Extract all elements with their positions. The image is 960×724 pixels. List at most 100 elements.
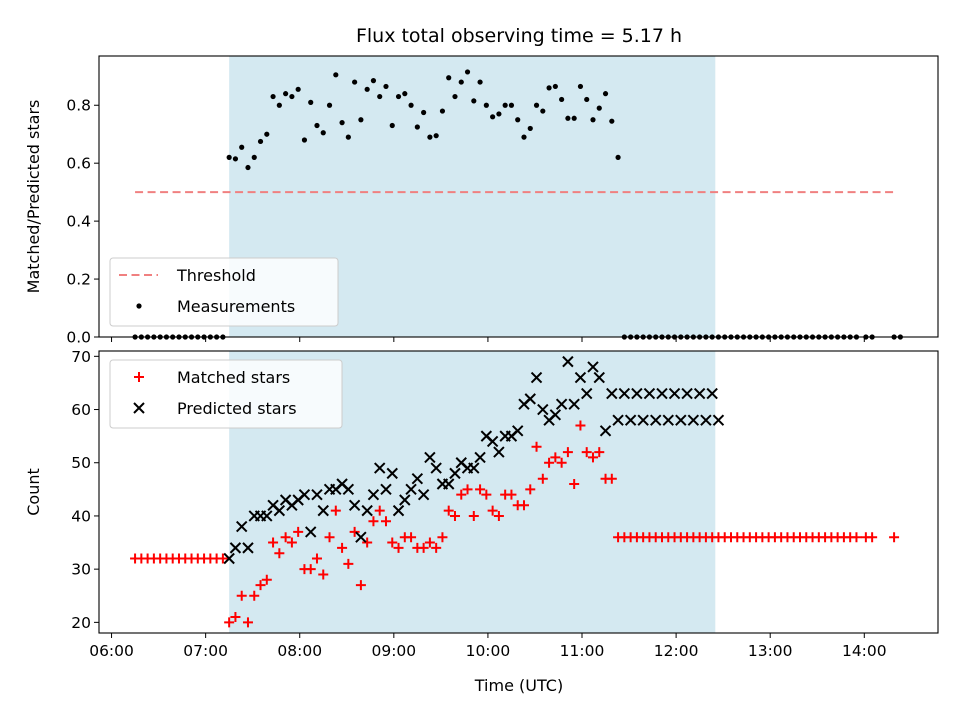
x-tick-label: 08:00 xyxy=(277,642,322,660)
measurements-point xyxy=(264,131,270,137)
predicted-stars-point xyxy=(424,451,436,464)
predicted-stars-point xyxy=(392,504,405,517)
matched-stars-point xyxy=(544,457,555,468)
predicted-stars-point xyxy=(348,499,361,512)
matched-stars-point xyxy=(424,537,435,548)
ratio-frame xyxy=(98,55,939,338)
predicted-stars-point xyxy=(417,488,430,501)
measurements-point xyxy=(427,134,433,140)
count-frame xyxy=(98,350,939,634)
predicted-stars-point xyxy=(668,387,681,400)
predicted-stars-legend-label: Predicted stars xyxy=(177,399,297,418)
measurements-point xyxy=(446,75,452,81)
x-tick-label: 14:00 xyxy=(842,642,887,660)
matched-stars-point xyxy=(506,489,517,500)
predicted-stars-point xyxy=(399,494,411,506)
measurements-point xyxy=(533,102,540,108)
matched-stars-point xyxy=(305,564,316,575)
count-y-tick-label: 20 xyxy=(71,614,91,632)
matched-stars-point xyxy=(531,441,542,452)
count-y-axis-label: Count xyxy=(24,468,43,516)
x-tick-label: 09:00 xyxy=(371,642,416,660)
measurements-point xyxy=(377,93,383,100)
measurements-point xyxy=(276,102,282,108)
matched-stars-point xyxy=(537,473,548,484)
measurements-point xyxy=(283,91,289,97)
matched-stars-point xyxy=(343,558,354,569)
matched-stars-point xyxy=(274,548,285,559)
predicted-stars-point xyxy=(650,414,662,426)
measurements-point xyxy=(571,115,577,121)
matched-stars-point xyxy=(355,580,366,591)
measurements-point xyxy=(577,83,584,90)
predicted-stars-point xyxy=(342,483,355,496)
matched-stars-point xyxy=(393,542,404,553)
matched-stars-point xyxy=(224,617,235,628)
predicted-stars-point xyxy=(549,409,562,421)
measurements-point xyxy=(289,93,295,100)
matched-stars-point xyxy=(286,537,297,548)
matched-stars-point xyxy=(431,542,442,553)
matched-stars-point xyxy=(456,489,467,500)
predicted-stars-point xyxy=(468,462,480,474)
measurements-point xyxy=(245,164,251,171)
measurements-point xyxy=(326,102,333,108)
measurements-point xyxy=(590,117,596,123)
predicted-stars-point xyxy=(355,531,367,543)
matched-stars-legend-swatch xyxy=(134,372,144,382)
matched-stars-point xyxy=(449,510,460,521)
measurements-point xyxy=(358,117,364,123)
predicted-stars-point xyxy=(223,552,235,565)
x-tick-label: 11:00 xyxy=(560,642,605,660)
measurements-point xyxy=(408,102,414,108)
predicted-stars-point xyxy=(599,425,612,437)
predicted-stars-point xyxy=(568,398,580,410)
predicted-stars-point xyxy=(581,387,593,400)
matched-stars-point xyxy=(889,532,900,543)
predicted-stars-point xyxy=(305,526,317,538)
measurements-point xyxy=(508,102,515,108)
measurements-point xyxy=(483,102,489,108)
matched-stars-point xyxy=(556,457,567,468)
predicted-stars-point xyxy=(681,387,693,400)
measurements-point xyxy=(458,79,464,85)
count-y-tick-label: 50 xyxy=(71,454,91,472)
measurements-point xyxy=(615,154,621,160)
matched-stars-legend-label: Matched stars xyxy=(177,368,290,387)
measurements-point xyxy=(364,86,370,92)
measurements-point xyxy=(226,154,232,160)
matched-stars-point xyxy=(581,447,592,458)
measurements-point xyxy=(521,134,527,140)
matched-stars-point xyxy=(230,612,241,623)
matched-stars-point xyxy=(261,574,272,585)
matched-stars-point xyxy=(475,484,486,495)
predicted-stars-point xyxy=(530,371,543,384)
ratio-y-tick-label: 0.6 xyxy=(66,155,91,173)
predicted-stars-point xyxy=(405,483,417,496)
predicted-stars-point xyxy=(374,462,386,474)
measurements-point xyxy=(257,138,264,145)
predicted-stars-point xyxy=(474,451,486,464)
predicted-stars-point xyxy=(631,387,643,400)
ratio-legend: Threshold Measurements xyxy=(109,257,339,327)
matched-stars-point xyxy=(368,516,379,527)
measurements-point xyxy=(546,85,552,91)
predicted-stars-point xyxy=(662,414,674,426)
matched-stars-point xyxy=(851,532,862,543)
predicted-stars-point xyxy=(261,510,273,522)
predicted-stars-point xyxy=(242,542,254,554)
matched-stars-point xyxy=(249,590,260,601)
matched-stars-point xyxy=(374,505,385,516)
measurements-point xyxy=(414,124,420,130)
matched-stars-point xyxy=(380,516,391,527)
matched-stars-point xyxy=(293,526,304,537)
matched-stars-point xyxy=(311,553,322,564)
predicted-stars-point xyxy=(367,488,380,501)
measurements-point xyxy=(584,96,590,103)
predicted-stars-point xyxy=(643,387,656,400)
matched-stars-point xyxy=(594,447,605,458)
measurements-point xyxy=(345,134,351,140)
measurements-point xyxy=(477,79,483,85)
